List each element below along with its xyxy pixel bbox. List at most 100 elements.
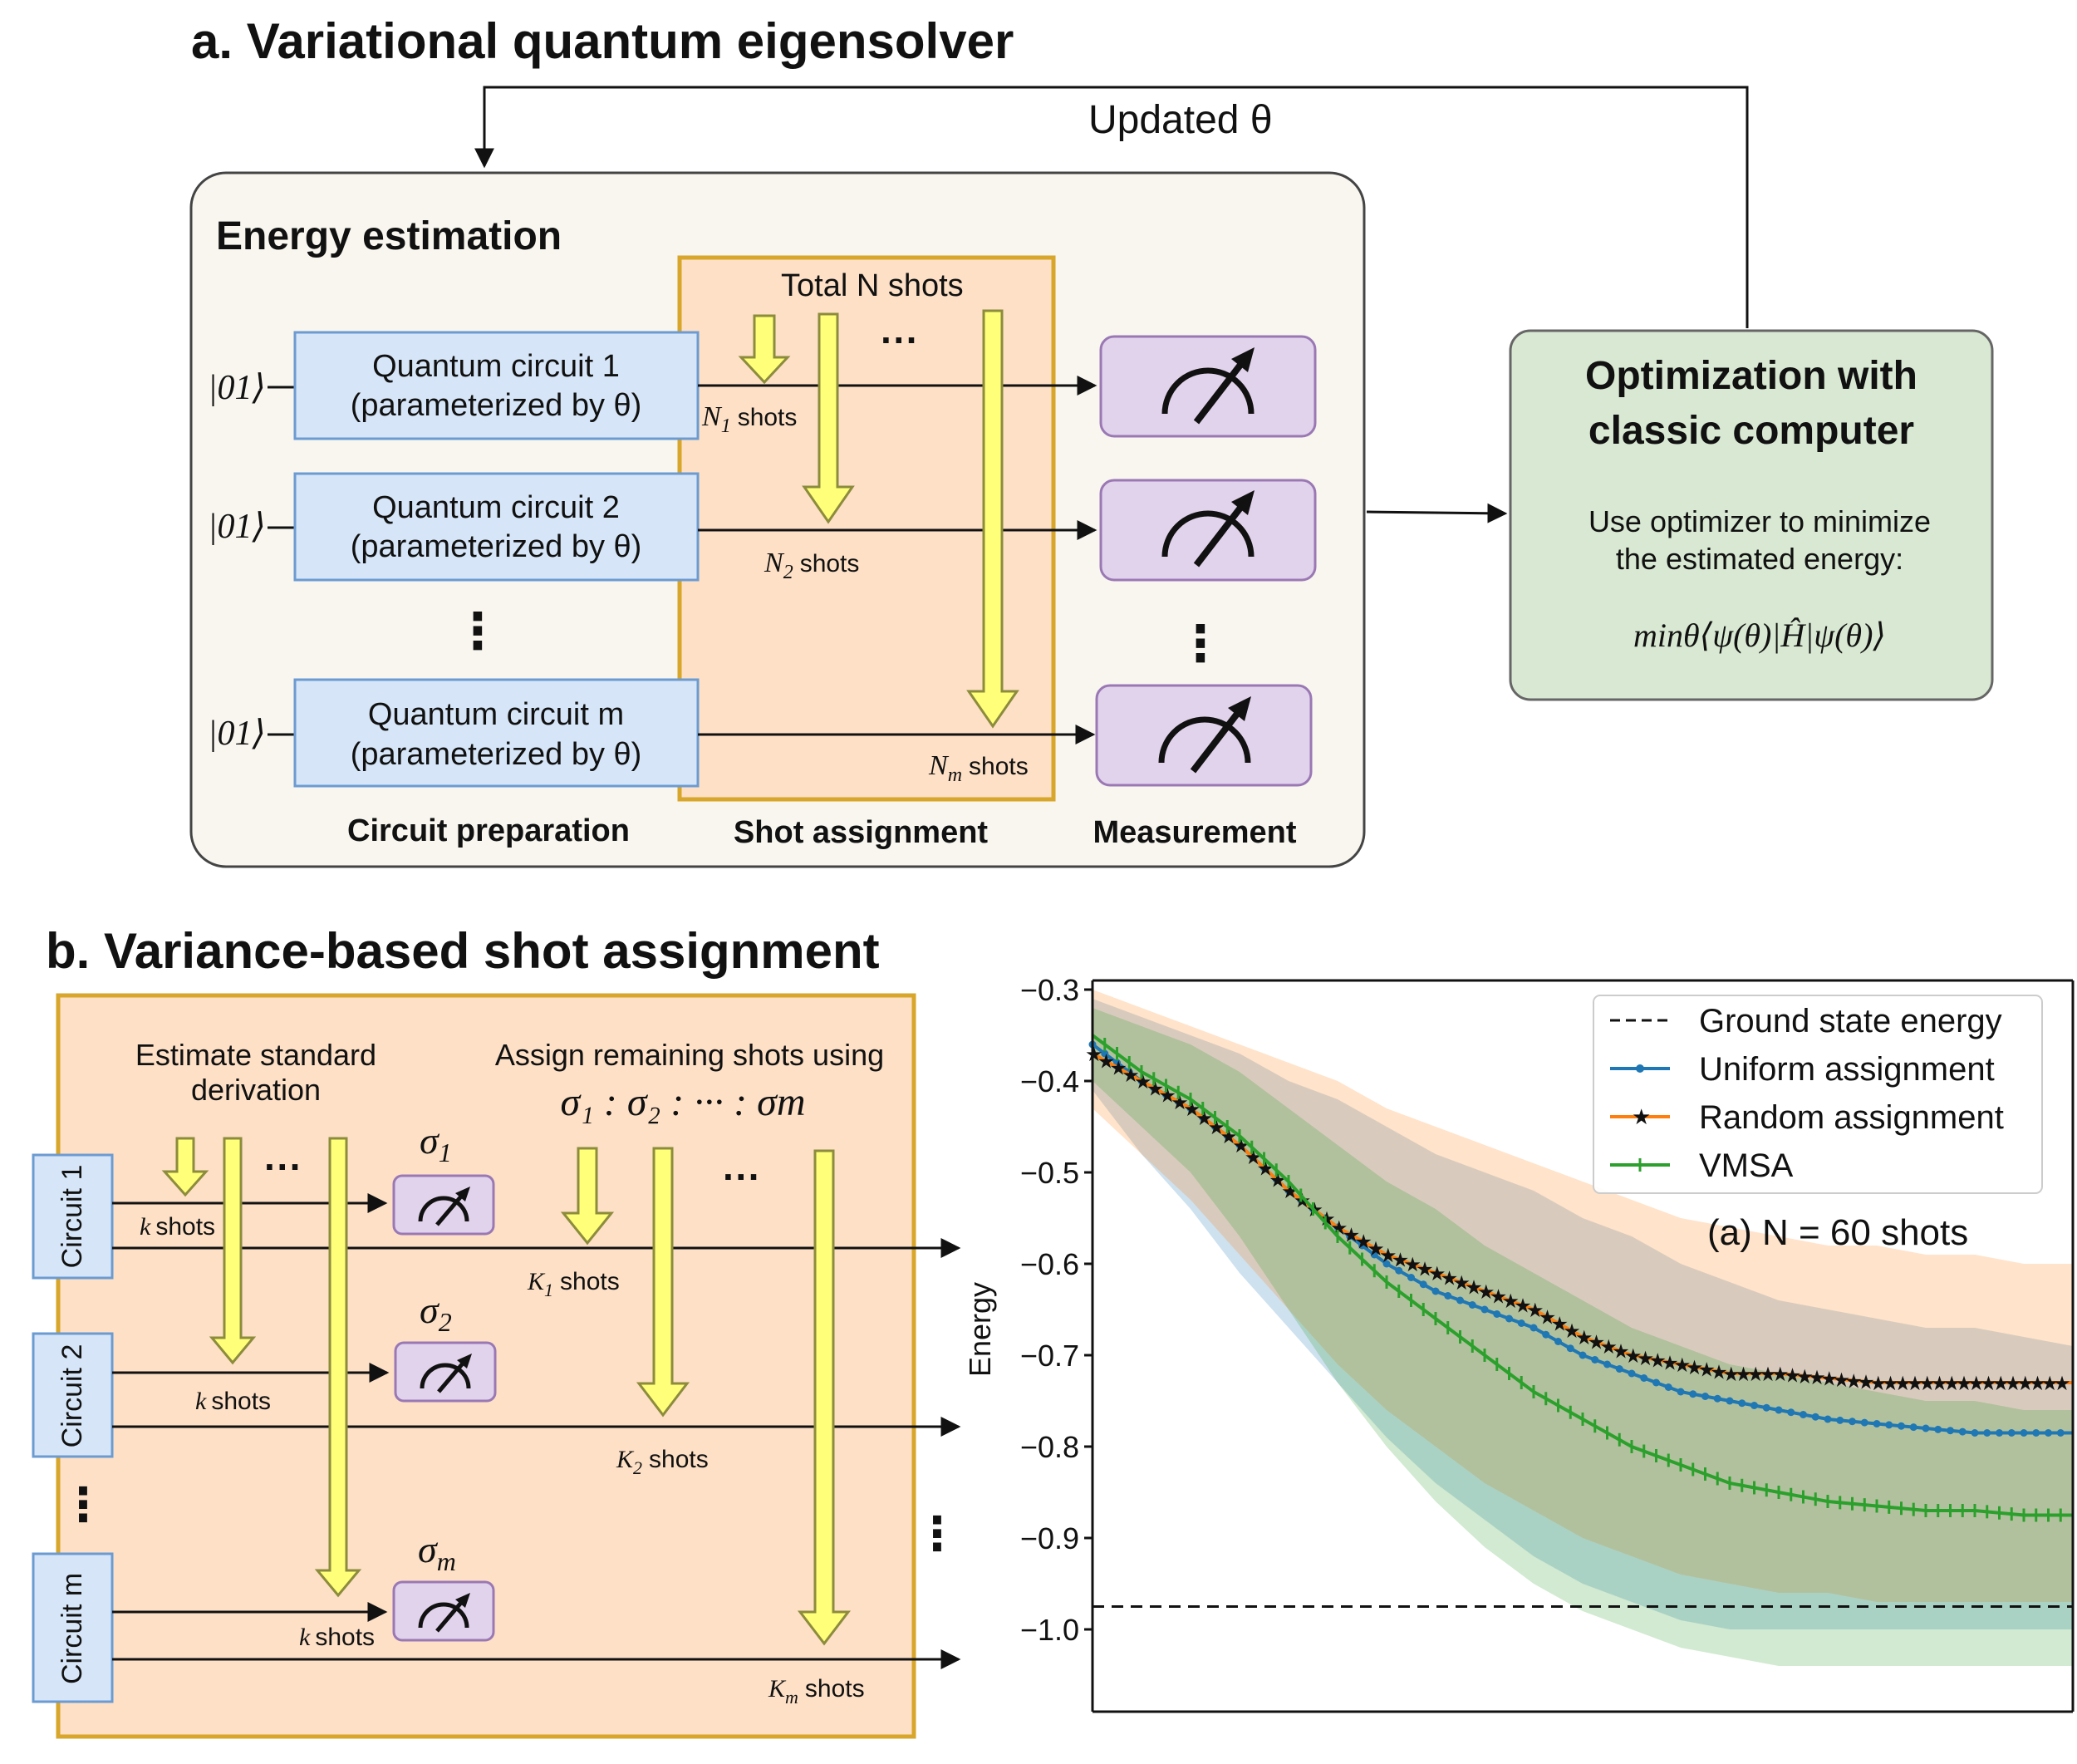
optimizer-desc-2: the estimated energy: — [1616, 542, 1903, 576]
point-uniform-assignment — [1677, 1388, 1685, 1396]
point-uniform-assignment — [1787, 1408, 1795, 1417]
point-uniform-assignment — [2020, 1429, 2028, 1437]
point-uniform-assignment — [1628, 1369, 1636, 1378]
meter-icon — [420, 1363, 471, 1389]
point-uniform-assignment — [1370, 1251, 1378, 1259]
b-circuits-vertical-ellipsis: ⋮ — [60, 1478, 106, 1531]
point-random-assignment: ★ — [1943, 1373, 1962, 1395]
point-uniform-assignment — [1836, 1416, 1844, 1424]
point-random-assignment: ★ — [1735, 1364, 1753, 1386]
point-uniform-assignment — [1738, 1399, 1746, 1408]
point-uniform-assignment — [1591, 1356, 1599, 1364]
point-random-assignment: ★ — [2004, 1373, 2022, 1395]
y-tick-label: −0.7 — [1020, 1339, 1079, 1373]
point-random-assignment: ★ — [1526, 1300, 1544, 1322]
point-random-assignment: ★ — [1808, 1367, 1826, 1389]
point-uniform-assignment — [1652, 1378, 1660, 1387]
point-random-assignment: ★ — [1575, 1327, 1593, 1349]
b-circuit-row-2: Circuit 2 k shots K2 shots σ2 — [32, 1289, 961, 1478]
point-uniform-assignment — [1689, 1390, 1697, 1398]
point-uniform-assignment — [1996, 1429, 2003, 1437]
point-random-assignment: ★ — [1343, 1224, 1361, 1246]
point-random-assignment: ★ — [1771, 1364, 1790, 1386]
point-uniform-assignment — [1382, 1260, 1391, 1268]
point-uniform-assignment — [1983, 1429, 1991, 1437]
legend-ground-state: Ground state energy — [1699, 1003, 2002, 1039]
point-uniform-assignment — [2056, 1429, 2065, 1437]
point-uniform-assignment — [1811, 1413, 1819, 1421]
point-random-assignment: ★ — [1833, 1369, 1851, 1392]
quantum-circuit-1-label: Quantum circuit 1 — [372, 349, 620, 384]
point-random-assignment: ★ — [1490, 1286, 1508, 1309]
point-uniform-assignment — [1800, 1411, 1807, 1418]
point-uniform-assignment — [1431, 1287, 1440, 1295]
input-state-1: |01⟩ — [208, 369, 266, 407]
point-random-assignment: ★ — [1955, 1373, 1973, 1395]
point-uniform-assignment — [1517, 1319, 1525, 1327]
point-uniform-assignment — [1750, 1402, 1758, 1409]
to-optimizer-arrow — [1366, 503, 1508, 523]
b-circuit-2-label: Circuit 2 — [56, 1344, 88, 1448]
point-random-assignment: ★ — [1122, 1064, 1140, 1087]
b-k-shots-2: k shots — [195, 1388, 271, 1415]
quantum-circuit-2-param: (parameterized by θ) — [351, 529, 642, 564]
estimate-label-1: Estimate standard — [135, 1038, 376, 1072]
point-random-assignment: ★ — [1355, 1231, 1373, 1254]
feedback-arrow — [474, 86, 1749, 328]
point-uniform-assignment — [1505, 1314, 1513, 1323]
chart-annotation: (a) N = 60 shots — [1707, 1212, 1968, 1253]
b-Km-shots: Km shots — [768, 1675, 865, 1707]
circuit-row-2: |01⟩ Quantum circuit 2 (parameterized by… — [208, 472, 1097, 583]
measurement-label: Measurement — [1093, 815, 1297, 850]
point-random-assignment: ★ — [1820, 1368, 1839, 1391]
estimate-ellipsis: ··· — [264, 1145, 302, 1188]
point-random-assignment: ★ — [1404, 1254, 1422, 1276]
y-tick-label: −0.9 — [1020, 1521, 1079, 1555]
line-random-assignment — [1092, 1052, 2073, 1384]
optimizer-title-1: Optimization with — [1585, 354, 1917, 398]
y-tick-label: −0.4 — [1020, 1064, 1079, 1098]
b-arrow-km — [314, 1137, 362, 1598]
point-random-assignment: ★ — [1600, 1336, 1618, 1359]
point-random-assignment: ★ — [1624, 1345, 1642, 1368]
point-uniform-assignment — [1885, 1421, 1893, 1429]
point-random-assignment: ★ — [1563, 1320, 1581, 1343]
point-random-assignment: ★ — [1845, 1370, 1863, 1393]
point-random-assignment: ★ — [1637, 1348, 1655, 1370]
b-k-shots-1: k shots — [140, 1213, 215, 1241]
point-uniform-assignment — [1762, 1403, 1770, 1412]
sigma-1: σ1 — [420, 1119, 452, 1167]
point-random-assignment: ★ — [1367, 1238, 1385, 1260]
quantum-circuit-2-box — [293, 472, 700, 582]
point-uniform-assignment — [2045, 1429, 2052, 1437]
point-uniform-assignment — [1419, 1280, 1427, 1289]
point-uniform-assignment — [1566, 1344, 1574, 1353]
b-circuit-row-m: Circuit m k shots Km shots σm — [32, 1528, 961, 1707]
legend-uniform: Uniform assignment — [1699, 1051, 1995, 1088]
point-random-assignment: ★ — [1097, 1050, 1116, 1073]
point-uniform-assignment — [1873, 1420, 1881, 1427]
point-random-assignment: ★ — [1085, 1044, 1103, 1066]
point-random-assignment: ★ — [1906, 1373, 1924, 1395]
point-random-assignment: ★ — [1477, 1281, 1495, 1304]
legend-vmsa: VMSA — [1699, 1147, 1794, 1184]
point-uniform-assignment — [2032, 1429, 2040, 1437]
b-arrow-K2 — [636, 1147, 690, 1418]
b-K2-shots: K2 shots — [616, 1446, 709, 1478]
point-random-assignment: ★ — [1882, 1373, 1900, 1395]
point-random-assignment: ★ — [1698, 1359, 1716, 1382]
y-tick-label: −0.5 — [1020, 1156, 1079, 1190]
point-random-assignment: ★ — [1980, 1373, 1998, 1395]
shot-arrow-small — [738, 314, 791, 385]
b-measurement-m — [392, 1580, 495, 1642]
point-uniform-assignment — [1480, 1305, 1489, 1314]
estimate-label-2: derivation — [191, 1073, 321, 1107]
point-random-assignment: ★ — [1931, 1373, 1949, 1395]
feedback-label: Updated θ — [1088, 98, 1273, 142]
b-circuit-1-box — [32, 1153, 114, 1280]
sigma-m: σm — [418, 1528, 456, 1576]
n2-shots-label: N2 shots — [764, 548, 859, 583]
point-uniform-assignment — [1971, 1429, 1979, 1437]
y-axis-label: Energy — [963, 1282, 997, 1377]
total-shots-label: Total N shots — [781, 268, 964, 303]
